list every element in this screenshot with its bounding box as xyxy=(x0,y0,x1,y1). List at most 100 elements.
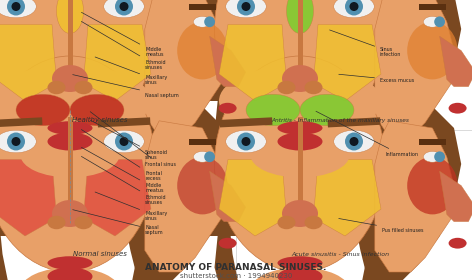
Ellipse shape xyxy=(278,267,322,280)
Text: Ethmoid
sinuses: Ethmoid sinuses xyxy=(81,21,166,70)
Text: Normal sinuses: Normal sinuses xyxy=(73,251,127,257)
Polygon shape xyxy=(439,171,472,221)
Text: Frontal sinus: Frontal sinus xyxy=(0,279,1,280)
Ellipse shape xyxy=(0,0,151,2)
Ellipse shape xyxy=(11,137,20,146)
Ellipse shape xyxy=(287,123,313,169)
Text: Nasal septum: Nasal septum xyxy=(73,74,179,97)
Ellipse shape xyxy=(345,0,363,15)
Ellipse shape xyxy=(20,267,119,280)
Ellipse shape xyxy=(242,137,251,146)
Ellipse shape xyxy=(251,267,349,280)
Polygon shape xyxy=(0,47,11,182)
Ellipse shape xyxy=(115,0,133,15)
Ellipse shape xyxy=(282,200,318,227)
Ellipse shape xyxy=(57,123,84,169)
Ellipse shape xyxy=(75,81,93,94)
Ellipse shape xyxy=(407,157,457,214)
Polygon shape xyxy=(0,182,11,280)
Text: Sinus
infection: Sinus infection xyxy=(329,30,401,57)
Polygon shape xyxy=(375,121,454,272)
Polygon shape xyxy=(0,25,57,101)
Ellipse shape xyxy=(204,17,215,27)
Ellipse shape xyxy=(278,121,322,135)
Ellipse shape xyxy=(278,216,295,229)
Ellipse shape xyxy=(278,256,322,270)
Ellipse shape xyxy=(119,2,128,11)
Ellipse shape xyxy=(11,2,20,11)
Ellipse shape xyxy=(52,200,88,227)
Ellipse shape xyxy=(434,17,445,27)
Ellipse shape xyxy=(119,137,128,146)
Ellipse shape xyxy=(115,132,133,151)
Text: Frontal
recess: Frontal recess xyxy=(0,279,1,280)
Ellipse shape xyxy=(219,0,381,2)
Polygon shape xyxy=(130,171,167,280)
Polygon shape xyxy=(123,99,231,280)
Ellipse shape xyxy=(423,151,441,162)
Ellipse shape xyxy=(304,216,322,229)
Ellipse shape xyxy=(226,130,266,153)
Ellipse shape xyxy=(219,238,236,249)
Polygon shape xyxy=(0,47,169,236)
Ellipse shape xyxy=(246,94,300,126)
Ellipse shape xyxy=(278,132,322,151)
Polygon shape xyxy=(361,36,396,158)
Text: Antritis - Inflammation of the maxillary sinuses: Antritis - Inflammation of the maxillary… xyxy=(271,118,409,123)
Ellipse shape xyxy=(194,17,211,27)
Ellipse shape xyxy=(48,216,66,229)
Ellipse shape xyxy=(204,151,215,162)
Ellipse shape xyxy=(48,81,66,94)
Text: Excess mucus: Excess mucus xyxy=(339,74,414,83)
Polygon shape xyxy=(128,182,155,280)
Polygon shape xyxy=(210,171,245,221)
Ellipse shape xyxy=(237,132,255,151)
Ellipse shape xyxy=(349,137,359,146)
Ellipse shape xyxy=(304,81,322,94)
Polygon shape xyxy=(219,160,287,236)
Polygon shape xyxy=(313,160,381,236)
Ellipse shape xyxy=(48,267,93,280)
Ellipse shape xyxy=(214,0,386,137)
Ellipse shape xyxy=(48,132,93,151)
Polygon shape xyxy=(128,47,155,182)
Polygon shape xyxy=(359,182,386,280)
Ellipse shape xyxy=(334,0,374,18)
Ellipse shape xyxy=(251,132,349,178)
Text: Maxillary
sinus: Maxillary sinus xyxy=(95,192,167,221)
Ellipse shape xyxy=(214,56,386,272)
Polygon shape xyxy=(353,99,461,280)
Polygon shape xyxy=(123,0,231,151)
Polygon shape xyxy=(145,0,224,137)
Polygon shape xyxy=(210,36,245,87)
Text: Maxillary
sinus: Maxillary sinus xyxy=(95,57,167,85)
Ellipse shape xyxy=(237,0,255,15)
Text: Sphenoid
sinus: Sphenoid sinus xyxy=(91,120,168,160)
Ellipse shape xyxy=(75,216,93,229)
Polygon shape xyxy=(313,25,381,101)
Ellipse shape xyxy=(104,0,144,18)
Ellipse shape xyxy=(177,22,228,80)
Ellipse shape xyxy=(423,17,441,27)
Ellipse shape xyxy=(70,94,124,126)
Ellipse shape xyxy=(0,130,36,153)
Ellipse shape xyxy=(448,238,467,249)
Polygon shape xyxy=(214,47,242,182)
Polygon shape xyxy=(0,160,57,236)
Polygon shape xyxy=(84,25,151,101)
Text: ANATOMY OF PARANASAL SINUSES.: ANATOMY OF PARANASAL SINUSES. xyxy=(145,263,327,272)
Polygon shape xyxy=(375,0,454,137)
Text: Inflammation: Inflammation xyxy=(316,111,418,157)
Ellipse shape xyxy=(345,132,363,151)
Polygon shape xyxy=(84,160,151,236)
Ellipse shape xyxy=(7,132,25,151)
Text: Frontal sinus: Frontal sinus xyxy=(90,112,176,167)
Ellipse shape xyxy=(0,65,151,137)
Text: shutterstock.com · 1994940230: shutterstock.com · 1994940230 xyxy=(180,273,292,279)
Polygon shape xyxy=(439,36,472,87)
Ellipse shape xyxy=(52,65,88,92)
Polygon shape xyxy=(219,25,287,101)
Polygon shape xyxy=(0,0,169,101)
Ellipse shape xyxy=(20,132,119,178)
Ellipse shape xyxy=(434,151,445,162)
